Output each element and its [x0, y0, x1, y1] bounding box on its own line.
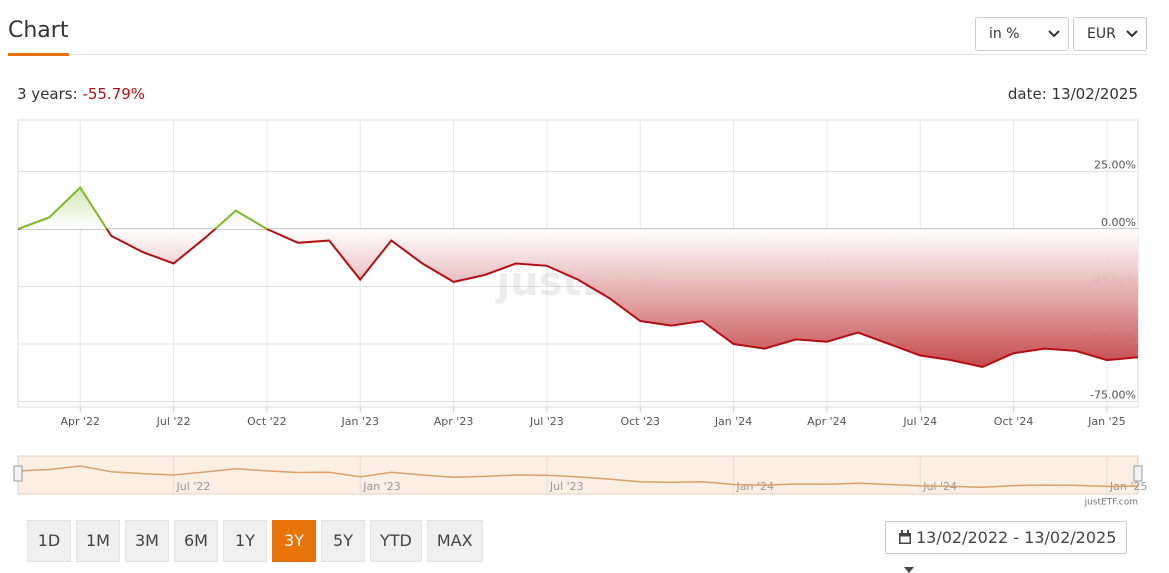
navigator-tick-label: Jan '23	[362, 480, 400, 493]
range-button[interactable]: MAX	[426, 520, 483, 562]
unit-select-text: in %	[989, 26, 1020, 42]
range-button[interactable]: 1Y	[223, 520, 267, 562]
range-button[interactable]: 3M	[125, 520, 169, 562]
navigator	[17, 455, 1139, 495]
range-button[interactable]: 5Y	[321, 520, 365, 562]
caret	[904, 566, 914, 573]
y-tick-label: 0.00%	[1101, 216, 1136, 229]
credit: justETF.com	[1084, 498, 1138, 508]
range-button[interactable]: YTD	[370, 520, 422, 562]
period-return: -55.79%	[82, 85, 146, 103]
currency-select[interactable]: EUR	[1073, 17, 1147, 51]
x-tick-label: Jan '23	[340, 415, 378, 428]
range-button[interactable]: 1M	[76, 520, 120, 562]
x-tick-label: Oct '23	[620, 415, 660, 428]
x-tick-label: Apr '24	[807, 415, 847, 428]
range-button[interactable]: 1D	[27, 520, 71, 562]
heading: Chart	[8, 18, 69, 43]
period-info: 3 years: -55.79%	[17, 85, 145, 103]
navigator-tick-label: Jul '22	[176, 480, 211, 493]
line	[17, 186, 1139, 369]
date-range-text: 13/02/2022 - 13/02/2025	[916, 528, 1117, 547]
navigator-line	[17, 465, 1139, 489]
x-tick-label: Jul '22	[156, 415, 191, 428]
currency-select-text: EUR	[1087, 26, 1116, 42]
y-tick-label: -75.00%	[1090, 388, 1136, 401]
navigator-handle[interactable]	[13, 465, 23, 482]
heading-underline	[8, 53, 69, 56]
navigator-tick-label: Jan '24	[736, 480, 774, 493]
x-tick-label: Jul '24	[902, 415, 937, 428]
period-label: 3 years:	[17, 85, 78, 103]
y-tick-label: 25.00%	[1094, 159, 1136, 172]
date-label: date: 13/02/2025	[1007, 85, 1138, 103]
date-range-picker[interactable]: 13/02/2022 - 13/02/2025	[885, 521, 1127, 573]
x-tick-label: Jan '25	[1087, 415, 1125, 428]
range-button[interactable]: 6M	[174, 520, 218, 562]
range-buttons: 1D 1M 3M 6M 1Y 3Y 5Y YTD MAX	[27, 520, 483, 562]
calendar-icon	[899, 530, 911, 544]
navigator-handle[interactable]	[1133, 465, 1143, 482]
range-button[interactable]: 3Y	[272, 520, 316, 562]
chevron	[1048, 30, 1060, 38]
navigator-tick-label: Jul '23	[549, 480, 584, 493]
x-tick-label: Jan '24	[714, 415, 752, 428]
divider	[8, 54, 1147, 55]
x-tick-label: Apr '23	[434, 415, 474, 428]
x-tick-label: Apr '22	[60, 415, 100, 428]
x-tick-label: Jul '23	[529, 415, 564, 428]
area	[18, 187, 1138, 367]
x-tick-label: Oct '24	[994, 415, 1034, 428]
unit-select[interactable]: in %	[975, 17, 1069, 51]
x-tick-label: Oct '22	[247, 415, 287, 428]
chevron	[1126, 30, 1138, 38]
